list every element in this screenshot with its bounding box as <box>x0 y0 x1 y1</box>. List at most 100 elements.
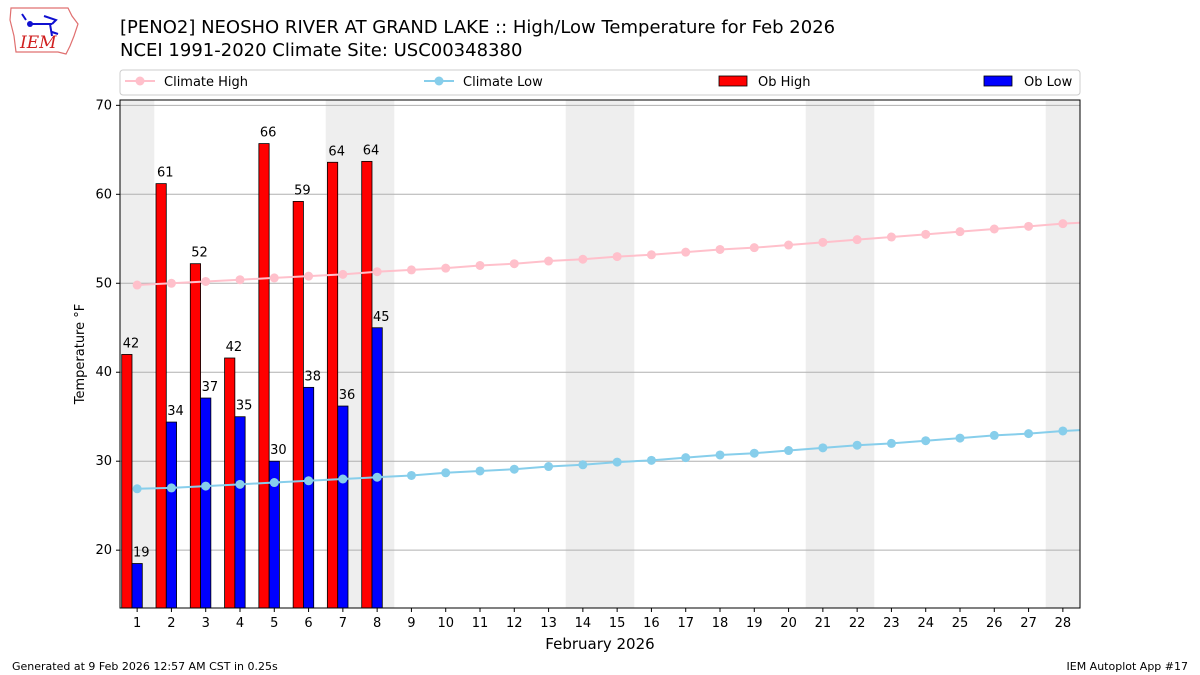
climate-low-point <box>304 476 314 486</box>
y-tick-label: 60 <box>95 187 112 202</box>
ob-low-bar <box>165 421 177 608</box>
ob-high-label: 64 <box>363 143 380 158</box>
ob-high-label: 42 <box>226 340 243 355</box>
svg-text:Climate High: Climate High <box>164 75 248 90</box>
climate-high-point <box>544 256 554 266</box>
legend-climate-high: Climate High <box>125 75 248 90</box>
climate-high-point <box>784 240 794 250</box>
x-tick-label: 20 <box>780 616 797 631</box>
legend: Climate High Climate Low Ob High Ob Low <box>119 69 1081 96</box>
y-axis-label: Temperature °F <box>73 304 88 405</box>
ob-high-bar <box>224 357 236 608</box>
climate-low-point <box>646 455 656 465</box>
climate-low-point <box>406 470 416 480</box>
climate-low-point <box>132 484 142 494</box>
legend-ob-high: Ob High <box>718 75 811 90</box>
x-tick-label: 6 <box>304 616 312 631</box>
y-tick-label: 40 <box>95 365 112 380</box>
x-tick-label: 22 <box>849 616 866 631</box>
climate-low-point <box>1093 425 1102 434</box>
y-tick-label: 50 <box>95 276 112 291</box>
x-tick-label: 19 <box>746 616 763 631</box>
climate-high-point <box>132 280 142 290</box>
climate-high-point <box>166 278 176 288</box>
climate-high-point <box>715 244 725 254</box>
ob-low-bar <box>303 386 315 608</box>
climate-high-point <box>955 227 965 237</box>
svg-text:Ob Low: Ob Low <box>1024 75 1073 90</box>
y-tick-label: 70 <box>95 98 112 113</box>
climate-low-point <box>544 462 554 472</box>
climate-low-point <box>201 481 211 491</box>
ob-high-label: 42 <box>123 336 140 351</box>
x-tick-label: 15 <box>609 616 626 631</box>
climate-high-point <box>1024 221 1034 231</box>
climate-high-point <box>646 250 656 260</box>
climate-low-point <box>612 457 622 467</box>
weekend-band <box>805 100 840 608</box>
weekend-band <box>565 100 600 608</box>
iem-logo: IEM <box>9 7 79 55</box>
chart-title: [PENO2] NEOSHO RIVER AT GRAND LAKE :: Hi… <box>120 17 836 38</box>
ob-low-bar <box>371 327 383 608</box>
x-tick-label: 13 <box>540 616 557 631</box>
ob-low-label: 34 <box>167 404 184 419</box>
x-tick-label: 4 <box>236 616 244 631</box>
x-tick-label: 7 <box>339 616 347 631</box>
climate-low-point <box>441 468 451 478</box>
app-label: IEM Autoplot App #17 <box>1066 660 1189 673</box>
climate-low-point <box>1058 426 1068 436</box>
ob-low-label: 30 <box>270 443 287 458</box>
climate-low-point <box>681 453 691 463</box>
x-tick-label: 8 <box>373 616 381 631</box>
climate-low-point <box>749 448 759 458</box>
ob-high-label: 61 <box>157 166 174 181</box>
climate-low-point <box>235 479 245 489</box>
ob-high-bar <box>361 160 373 608</box>
ob-high-bar <box>258 143 270 608</box>
legend-climate-low: Climate Low <box>424 75 543 90</box>
climate-high-point <box>509 259 519 269</box>
climate-low-point <box>338 474 348 484</box>
climate-low-point <box>475 466 485 476</box>
climate-high-point <box>304 271 314 281</box>
climate-low-point <box>989 430 999 440</box>
climate-low-point <box>166 483 176 493</box>
ob-low-bar <box>131 563 143 608</box>
generated-timestamp: Generated at 9 Feb 2026 12:57 AM CST in … <box>12 660 278 673</box>
ob-low-label: 38 <box>304 369 321 384</box>
climate-high-point <box>578 254 588 264</box>
climate-high-point <box>406 265 416 275</box>
x-axis-label: February 2026 <box>545 635 654 653</box>
x-tick-label: 17 <box>677 616 694 631</box>
climate-high-point <box>1058 219 1068 229</box>
climate-low-point <box>715 450 725 460</box>
ob-high-label: 52 <box>191 246 208 261</box>
climate-high-point <box>921 229 931 239</box>
x-tick-label: 18 <box>712 616 729 631</box>
climate-low-point <box>269 478 279 488</box>
ob-low-label: 37 <box>202 380 219 395</box>
x-tick-label: 28 <box>1055 616 1072 631</box>
climate-high-point <box>201 276 211 286</box>
weekend-band <box>840 100 875 608</box>
legend-ob-low: Ob Low <box>983 75 1073 90</box>
climate-high-point <box>338 269 348 279</box>
climate-high-point <box>886 232 896 242</box>
climate-high-point <box>1093 217 1102 226</box>
y-tick-label: 30 <box>95 454 112 469</box>
ob-low-label: 19 <box>133 546 150 561</box>
x-tick-label: 3 <box>202 616 210 631</box>
x-tick-label: 9 <box>407 616 415 631</box>
x-tick-label: 10 <box>437 616 454 631</box>
x-tick-label: 23 <box>883 616 900 631</box>
weekend-band <box>600 100 635 608</box>
chart-subtitle: NCEI 1991-2020 Climate Site: USC00348380 <box>120 40 523 61</box>
weekend-band <box>1045 100 1080 608</box>
ob-high-label: 66 <box>260 126 277 141</box>
climate-high-point <box>372 267 382 277</box>
climate-high-point <box>749 243 759 253</box>
x-tick-label: 26 <box>986 616 1003 631</box>
